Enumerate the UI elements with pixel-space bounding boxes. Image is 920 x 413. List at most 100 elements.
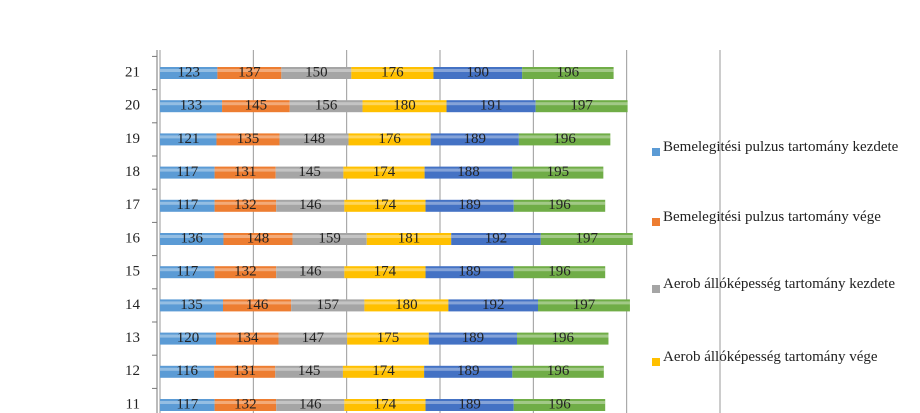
bar-segment: [214, 365, 276, 378]
bar-highlight: [278, 334, 348, 338]
bar-highlight: [276, 401, 345, 404]
data-label: 196: [548, 396, 571, 412]
bar-highlight: [366, 235, 452, 238]
bar-segment: [343, 166, 425, 179]
bar-highlight: [160, 401, 215, 404]
y-tick-label: 15: [125, 264, 140, 280]
bar-highlight: [276, 201, 345, 205]
bar-highlight: [160, 235, 224, 238]
bar-highlight: [513, 201, 606, 205]
bar-segment: [540, 233, 633, 245]
bar-segment: [160, 133, 217, 146]
bar-segment: [513, 199, 606, 212]
bar-highlight: [223, 235, 293, 238]
bar-highlight: [362, 102, 447, 106]
data-label: 189: [462, 330, 485, 346]
bar-highlight: [214, 367, 276, 371]
bar-segment: [347, 332, 429, 345]
bar-highlight: [160, 367, 215, 371]
bar-highlight: [292, 235, 367, 238]
y-tick-label: 13: [125, 330, 140, 346]
bar-highlight: [160, 135, 217, 139]
data-label: 148: [303, 131, 326, 147]
bar-segment: [351, 67, 434, 79]
bar-segment: [513, 399, 606, 411]
bar-segment: [276, 399, 345, 411]
data-label: 174: [374, 396, 397, 412]
bar-segment: [160, 365, 215, 378]
data-label: 137: [238, 64, 261, 80]
data-label: 197: [576, 230, 599, 246]
data-label: 181: [398, 230, 421, 246]
data-label: 180: [395, 297, 418, 313]
data-label: 145: [298, 164, 321, 180]
bar-highlight: [430, 135, 519, 139]
data-label: 146: [299, 396, 322, 412]
bar-segment: [160, 233, 224, 245]
bar-segment: [223, 299, 292, 312]
bar-segment: [362, 100, 447, 113]
bar-highlight: [348, 135, 431, 139]
legend-label: Aerob állóképesség tartomány vége: [663, 349, 878, 365]
data-label: 174: [372, 363, 395, 379]
data-label: 134: [236, 330, 259, 346]
data-label: 135: [180, 297, 203, 313]
bar-segment: [425, 266, 514, 279]
bar-highlight: [513, 268, 606, 272]
bar-segment: [424, 365, 513, 378]
bar-highlight: [535, 102, 628, 106]
data-label: 175: [377, 330, 400, 346]
bar-segment: [275, 365, 343, 378]
bar-highlight: [214, 201, 277, 205]
legend-swatch: [652, 148, 660, 156]
data-label: 156: [315, 98, 338, 114]
bar-segment: [222, 100, 290, 113]
bar-highlight: [275, 367, 343, 371]
bar-highlight: [517, 334, 609, 338]
data-label: 174: [374, 197, 397, 213]
y-tick-label: 12: [125, 363, 140, 379]
data-label: 146: [246, 297, 269, 313]
bar-highlight: [424, 367, 513, 371]
bar-segment: [344, 199, 426, 212]
data-label: 120: [177, 330, 200, 346]
bar-highlight: [343, 168, 425, 172]
bar-segment: [160, 199, 215, 212]
data-label: 147: [302, 330, 325, 346]
bar-segment: [160, 100, 223, 113]
data-label: 116: [176, 363, 198, 379]
data-label: 197: [570, 98, 593, 114]
data-label: 117: [176, 164, 198, 180]
data-label: 189: [464, 131, 487, 147]
legend-swatch: [652, 285, 660, 293]
data-label: 196: [557, 64, 580, 80]
bar-highlight: [364, 301, 449, 305]
bar-highlight: [451, 235, 541, 238]
bar-highlight: [160, 69, 218, 72]
data-label: 132: [234, 197, 257, 213]
bar-segment: [517, 332, 609, 345]
bar-segment: [366, 233, 452, 245]
bar-highlight: [513, 401, 606, 404]
bar-highlight: [425, 201, 514, 205]
bar-segment: [425, 399, 514, 411]
bar-segment: [214, 266, 277, 279]
bar-highlight: [522, 69, 614, 72]
data-label: 197: [573, 297, 596, 313]
bar-highlight: [342, 367, 425, 371]
bar-highlight: [275, 168, 344, 172]
data-label: 196: [548, 197, 571, 213]
legend-swatch: [652, 218, 660, 226]
data-label: 189: [458, 396, 481, 412]
legend-item: Bemelegitési pulzus tartomány kezdete: [663, 139, 899, 155]
bar-segment: [160, 266, 215, 279]
bar-segment: [344, 399, 426, 411]
data-label: 132: [234, 396, 257, 412]
data-label: 189: [458, 264, 481, 280]
bar-highlight: [538, 301, 630, 305]
data-label: 131: [234, 164, 257, 180]
y-tick-label: 16: [125, 230, 141, 246]
legend-label: Bemelegitési pulzus tartomány kezdete: [663, 139, 899, 155]
data-label: 146: [299, 264, 322, 280]
